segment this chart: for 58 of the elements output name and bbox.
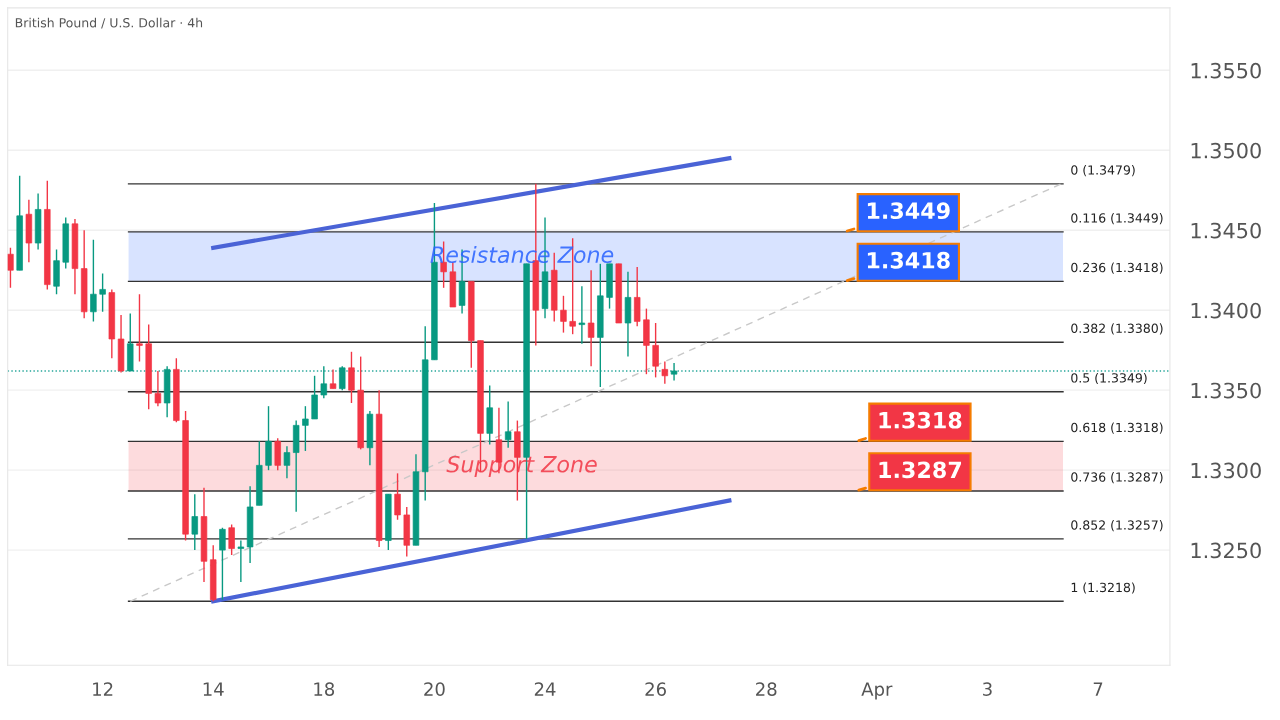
y-tick-label: 1.3450 bbox=[1191, 222, 1261, 239]
x-tick-label: 18 bbox=[314, 682, 335, 696]
candlestick bbox=[394, 472, 401, 521]
x-tick-label: 14 bbox=[203, 682, 224, 696]
annotation: 1.3449 bbox=[867, 202, 950, 220]
candlestick bbox=[348, 351, 355, 404]
candlestick bbox=[90, 239, 97, 323]
candlestick bbox=[237, 539, 245, 583]
y-tick-label: 1.3550 bbox=[1191, 62, 1261, 79]
x-tick-label: 20 bbox=[424, 682, 445, 696]
candlestick bbox=[228, 523, 235, 556]
ref-line-label: 0.736 (1.3287) bbox=[1071, 472, 1163, 484]
x-tick-label: Apr bbox=[861, 682, 893, 700]
ref-line-label: 0.5 (1.3349) bbox=[1071, 372, 1147, 385]
ref-line-label: 0.236 (1.3418) bbox=[1071, 262, 1163, 274]
annotation: 1.3287 bbox=[879, 461, 962, 479]
text: British Pound / U.S. Dollar · 4h bbox=[15, 17, 203, 29]
candlestick bbox=[219, 527, 226, 601]
candlestick bbox=[320, 365, 328, 399]
ref-line-label: 0.116 (1.3449) bbox=[1071, 213, 1163, 225]
x-tick-label: 24 bbox=[534, 682, 556, 696]
candlestick bbox=[154, 370, 162, 407]
y-tick-label: 1.3500 bbox=[1191, 142, 1261, 159]
candlestick bbox=[136, 293, 143, 363]
candlestick bbox=[191, 493, 198, 551]
y-tick-label: 1.3250 bbox=[1191, 542, 1261, 559]
candlestick bbox=[504, 400, 512, 449]
candlestick bbox=[329, 368, 337, 390]
annotation: 1.3418 bbox=[867, 251, 950, 269]
ref-line-label: 0 (1.3479) bbox=[1071, 165, 1135, 177]
x-tick-label: 12 bbox=[93, 682, 113, 696]
candlestick bbox=[578, 285, 586, 345]
ref-line-label: 0.382 (1.3380) bbox=[1071, 323, 1163, 335]
ref-line-label: 0.852 (1.3257) bbox=[1071, 520, 1163, 532]
candlestick bbox=[265, 405, 272, 471]
candlestick bbox=[99, 272, 106, 313]
ref-line-label: 0.618 (1.3318) bbox=[1071, 422, 1163, 434]
candlestick bbox=[652, 322, 659, 379]
candlestick bbox=[339, 365, 346, 391]
x-tick-label: 3 bbox=[983, 682, 992, 696]
x-tick-label: 26 bbox=[645, 682, 666, 696]
candlestick bbox=[311, 375, 318, 420]
candlestick bbox=[302, 405, 309, 452]
x-tick-label: 7 bbox=[1093, 682, 1103, 696]
candlestick bbox=[283, 445, 291, 479]
candlestick bbox=[633, 266, 641, 327]
annotation: 1.3318 bbox=[879, 411, 962, 429]
candlestick bbox=[274, 437, 281, 471]
candlestick bbox=[661, 360, 669, 385]
ref-line-label: 1 (1.3218) bbox=[1071, 582, 1135, 594]
y-tick-label: 1.3350 bbox=[1191, 382, 1261, 399]
y-tick-label: 1.3400 bbox=[1191, 302, 1261, 319]
y-tick-label: 1.3300 bbox=[1191, 462, 1261, 479]
candlestick bbox=[670, 362, 678, 382]
candlestick bbox=[587, 269, 595, 367]
candlestick bbox=[7, 247, 14, 289]
x-tick-label: 28 bbox=[756, 682, 777, 696]
candlestick bbox=[560, 295, 567, 334]
